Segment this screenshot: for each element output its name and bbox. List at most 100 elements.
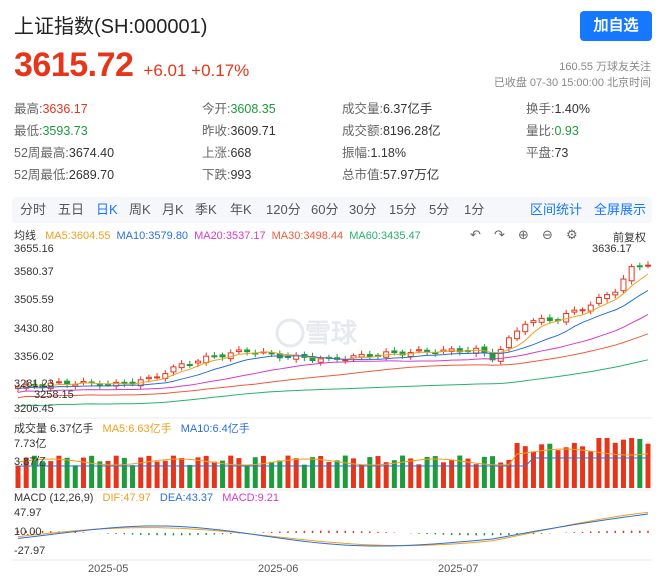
candle-body bbox=[407, 352, 414, 358]
candle-body bbox=[530, 320, 537, 324]
volume-bar bbox=[645, 443, 651, 488]
candle-body bbox=[538, 317, 545, 323]
fullscreen-button[interactable]: 全屏展示 bbox=[594, 202, 647, 217]
undo-icon[interactable]: ↶ bbox=[470, 227, 481, 242]
tab-8[interactable]: 60分 bbox=[311, 202, 339, 217]
tab-9[interactable]: 30分 bbox=[349, 202, 377, 217]
volume-bar bbox=[367, 457, 373, 488]
candle-body bbox=[268, 352, 275, 355]
candle-body bbox=[195, 360, 201, 364]
stat-label: 成交额: bbox=[342, 124, 383, 138]
tab-7[interactable]: 120分 bbox=[266, 202, 301, 217]
volume-bar bbox=[195, 457, 201, 488]
candle-body bbox=[391, 350, 398, 354]
high-marker: 3636.17 bbox=[592, 243, 632, 255]
volume-bar bbox=[440, 462, 446, 488]
tab-3[interactable]: 周K bbox=[129, 202, 151, 217]
volume-bar bbox=[260, 455, 266, 488]
stat-label: 换手: bbox=[526, 102, 555, 116]
volume-bar bbox=[604, 438, 610, 488]
candle-body bbox=[105, 383, 111, 386]
volume-tick-high: 7.73亿 bbox=[14, 438, 47, 450]
settings-icon[interactable]: ⚙ bbox=[566, 227, 578, 242]
stat-value: 0.93 bbox=[554, 124, 579, 138]
tab-11[interactable]: 5分 bbox=[429, 202, 450, 217]
price-change: +6.01 +0.17% bbox=[143, 61, 250, 80]
ma-line bbox=[17, 359, 649, 408]
ma-legend-item: MA60:3435.47 bbox=[349, 230, 421, 242]
ma-legend: 均线 MA5:3604.55 MA10:3579.80 MA20:3537.17 MA… bbox=[14, 227, 427, 243]
stat-item: 52周最低:2689.70 bbox=[14, 164, 114, 183]
x-label-may: 2025-05 bbox=[88, 563, 129, 575]
zoom-out-icon[interactable]: ⊖ bbox=[542, 227, 553, 242]
candle-body bbox=[358, 353, 365, 358]
volume-bar bbox=[596, 438, 602, 488]
volume-bar bbox=[424, 456, 430, 488]
macd-tick-mid: 10.00 bbox=[14, 526, 42, 538]
candle-body bbox=[505, 337, 512, 349]
stat-value: 57.97万亿 bbox=[382, 168, 440, 182]
volume-bar bbox=[130, 465, 136, 488]
volume-bar bbox=[121, 457, 127, 488]
volume-bar bbox=[170, 455, 176, 488]
candle-body bbox=[55, 381, 62, 384]
stat-item: 上涨:668 bbox=[202, 142, 251, 161]
ma-legend-item: MA20:3537.17 bbox=[194, 230, 266, 242]
volume-bar bbox=[48, 461, 54, 488]
add-watchlist-button[interactable]: 加自选 bbox=[580, 11, 652, 41]
volume-bar bbox=[72, 465, 78, 488]
tab-5[interactable]: 季K bbox=[195, 202, 217, 217]
volume-bar bbox=[580, 446, 586, 488]
candle-body bbox=[481, 346, 488, 354]
tab-1[interactable]: 五日 bbox=[58, 202, 85, 217]
volume-bar bbox=[187, 464, 193, 488]
volume-bar bbox=[342, 455, 348, 488]
volume-bar bbox=[391, 460, 397, 488]
candle-body bbox=[612, 291, 619, 296]
tab-10[interactable]: 15分 bbox=[389, 202, 417, 217]
volume-bar bbox=[506, 459, 512, 488]
volume-bar bbox=[350, 458, 356, 488]
volume-bar bbox=[211, 461, 217, 488]
volume-bar bbox=[64, 457, 70, 488]
tab-6[interactable]: 年K bbox=[230, 202, 252, 217]
macd-dif: DIF:47.97 bbox=[102, 492, 151, 504]
volume-bar bbox=[162, 460, 168, 488]
price-mode-label[interactable]: 前复权 bbox=[613, 232, 646, 244]
volume-bar bbox=[326, 462, 332, 488]
volume-bar bbox=[89, 455, 95, 488]
stat-item: 换手:1.40% bbox=[526, 98, 590, 117]
volume-bar bbox=[15, 465, 21, 488]
volume-bar bbox=[359, 464, 365, 488]
tab-12[interactable]: 1分 bbox=[464, 202, 485, 217]
tab-4[interactable]: 月K bbox=[162, 202, 184, 217]
volume-bar bbox=[334, 460, 340, 488]
kline-y-tick: 3505.59 bbox=[14, 294, 54, 306]
stat-value: 1.18% bbox=[370, 146, 406, 160]
ma-legend-item: MA5:3604.55 bbox=[45, 230, 111, 242]
volume-bar bbox=[629, 438, 635, 488]
candle-body bbox=[186, 363, 193, 366]
tab-2[interactable]: 日K bbox=[96, 202, 118, 217]
candle-body bbox=[604, 294, 611, 300]
volume-bar bbox=[220, 460, 226, 488]
stat-item: 平盘:73 bbox=[526, 142, 568, 161]
tab-0[interactable]: 分时 bbox=[20, 202, 47, 217]
kline-y-tick: 3430.80 bbox=[14, 323, 54, 335]
kline-y-tick: 3655.16 bbox=[14, 243, 54, 255]
stat-label: 昨收: bbox=[202, 124, 231, 138]
zoom-in-icon[interactable]: ⊕ bbox=[518, 227, 529, 242]
volume-bar bbox=[293, 458, 299, 488]
kline-y-tick: 3580.37 bbox=[14, 266, 54, 278]
volume-bar bbox=[244, 464, 250, 488]
stat-label: 52周最高: bbox=[14, 146, 69, 160]
ma-line bbox=[17, 333, 649, 399]
range-stats-button[interactable]: 区间统计 bbox=[530, 202, 583, 217]
volume-bar bbox=[522, 446, 528, 488]
candle-body bbox=[424, 349, 431, 353]
volume-bar bbox=[31, 455, 37, 488]
volume-label: 成交量 6.37亿手 bbox=[14, 423, 94, 435]
stat-value: 993 bbox=[230, 168, 252, 182]
redo-icon[interactable]: ↷ bbox=[494, 227, 505, 242]
